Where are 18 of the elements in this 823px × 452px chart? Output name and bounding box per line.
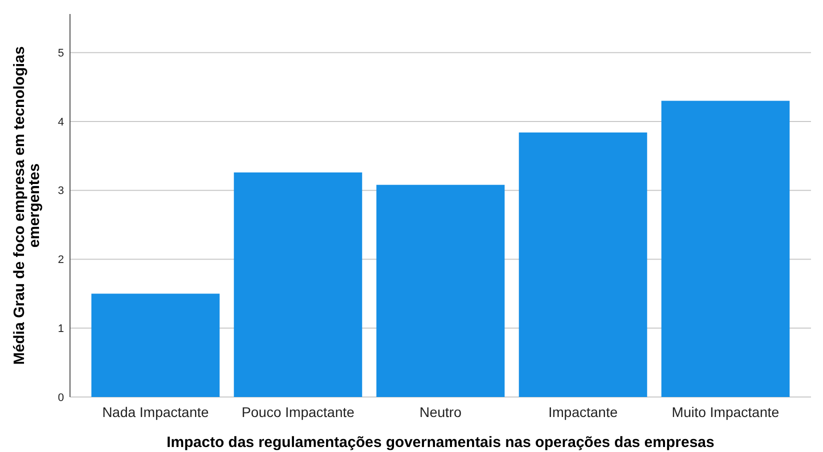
y-tick-label: 4 [58, 116, 64, 128]
bar [234, 172, 362, 397]
x-tick-label: Muito Impactante [672, 404, 780, 420]
x-tick-label: Neutro [419, 404, 462, 420]
y-axis-title: Média Grau de foco empresa em tecnologias emergentes [10, 46, 43, 365]
x-tick-label: Nada Impactante [102, 404, 210, 420]
bar [661, 100, 790, 397]
x-tick-label: Impactante [548, 404, 618, 420]
y-tick-label: 1 [58, 322, 64, 335]
bar [518, 132, 648, 397]
y-tick-label: 0 [58, 392, 64, 404]
x-tick-label: Pouco Impactante [242, 404, 355, 420]
y-tick-label: 5 [58, 47, 64, 60]
y-tick-label: 3 [58, 185, 64, 198]
y-tick-label: 2 [58, 254, 64, 266]
bar [376, 184, 505, 397]
bar [91, 294, 220, 397]
x-axis-title: Impacto das regulamentações governamentais nas operações das empresas [166, 434, 714, 451]
